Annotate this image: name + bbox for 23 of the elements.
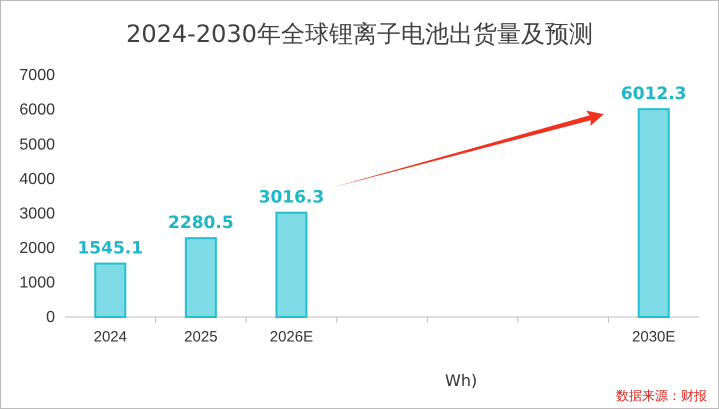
chart-title: 2024-2030年全球锂离子电池出货量及预测	[126, 20, 593, 48]
bar	[94, 262, 126, 318]
x-tick-label: 2026E	[270, 328, 314, 346]
y-tick-label: 7000	[19, 67, 56, 84]
source-note: 数据来源：财报	[616, 389, 707, 404]
y-tick-label: 5000	[19, 136, 56, 154]
bar	[184, 237, 217, 318]
y-tick-label: 2000	[19, 240, 56, 257]
y-tick-label: 3000	[19, 205, 56, 222]
data-label: 2280.5	[168, 213, 234, 234]
y-tick-label: 6000	[19, 102, 56, 119]
data-label: 3016.3	[258, 188, 324, 208]
bar	[638, 108, 670, 318]
y-tick-label: 4000	[19, 170, 56, 188]
y-tick-label: 1000	[19, 274, 56, 292]
data-label: 6012.3	[620, 84, 687, 104]
text: Wh)	[445, 371, 478, 390]
y-tick-label: 0	[46, 309, 56, 326]
bar	[275, 212, 308, 318]
data-label: 1545.1	[77, 238, 144, 259]
x-tick-label: 2030E	[632, 328, 676, 346]
x-tick-label: 2024	[94, 328, 127, 346]
x-tick-label: 2025	[184, 328, 218, 346]
